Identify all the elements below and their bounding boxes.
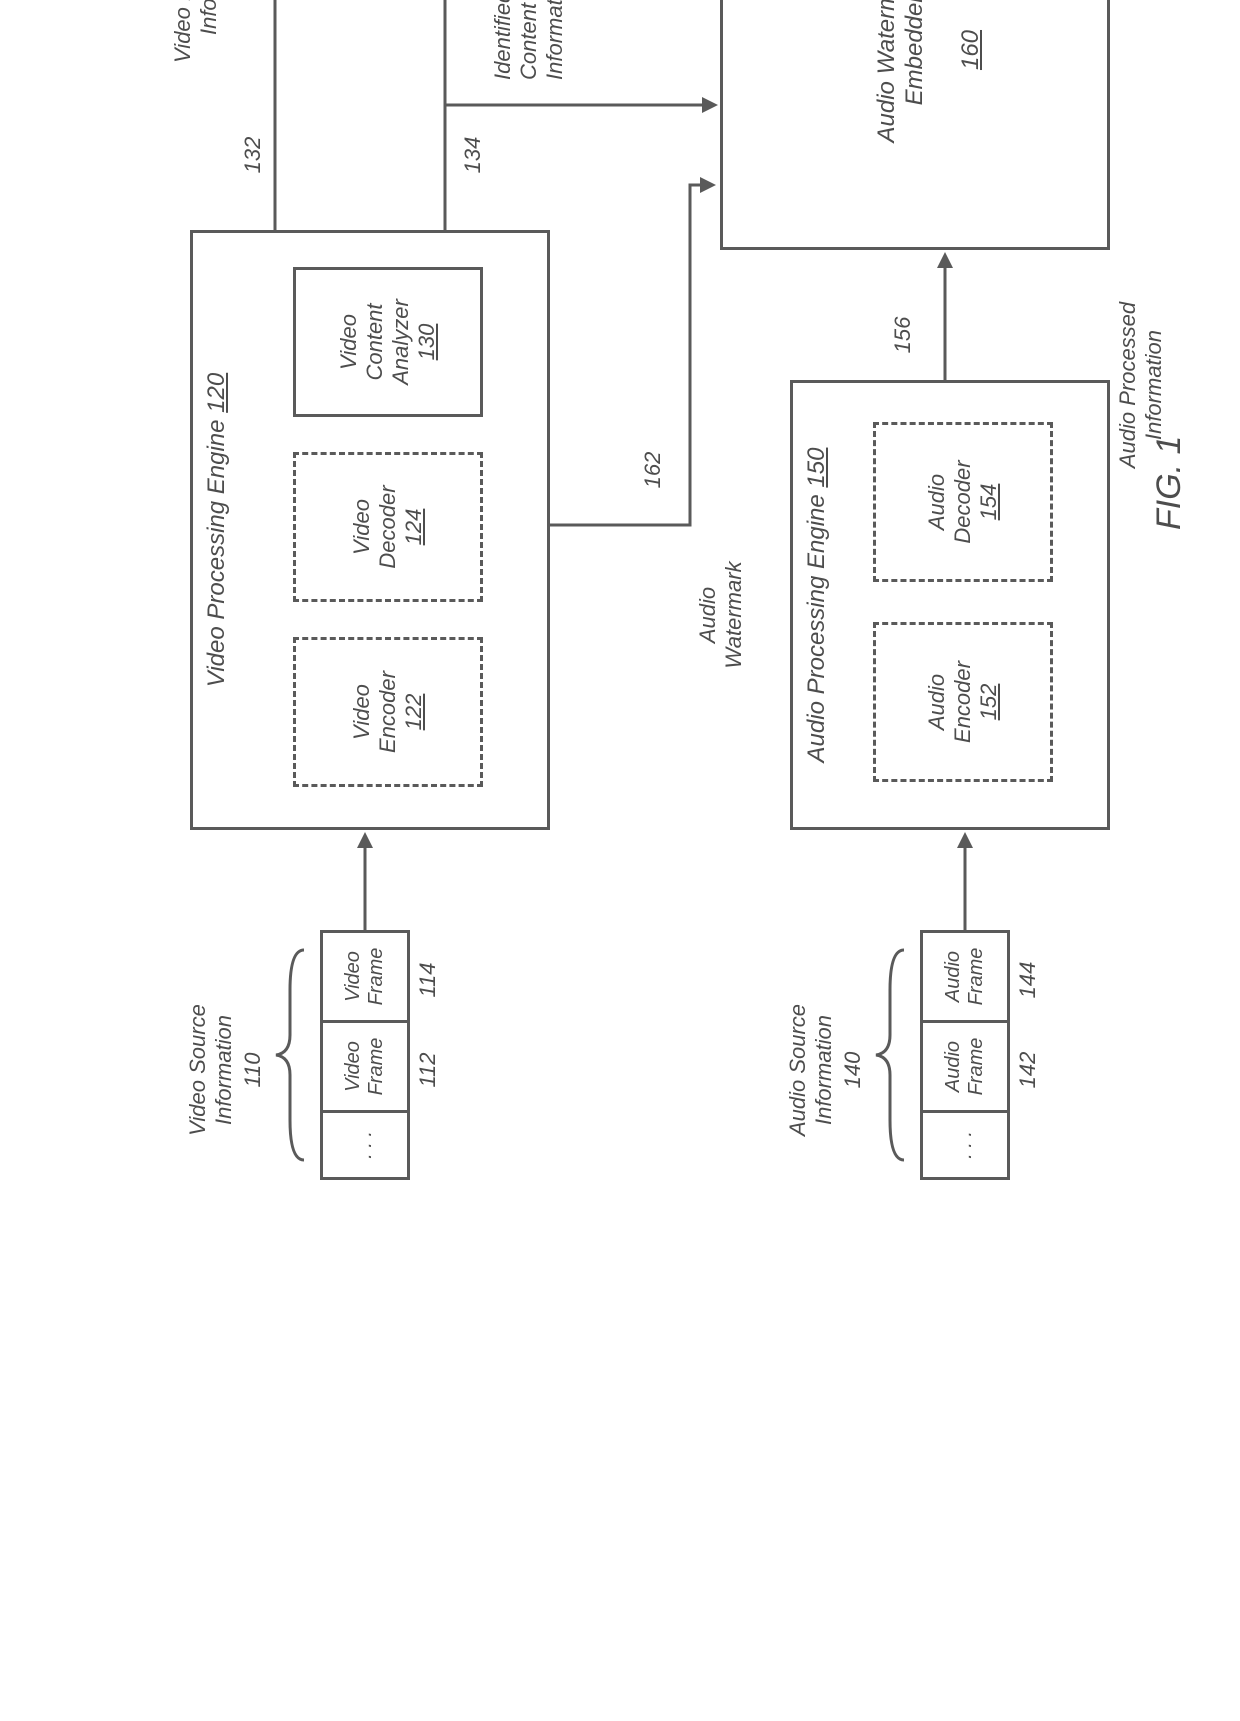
video-frame-ellipsis: . . . xyxy=(320,1110,410,1180)
video-decoder-label: Video Decoder xyxy=(349,485,401,568)
audio-source-brace xyxy=(870,940,910,1170)
video-frame-2-ref: 114 xyxy=(415,955,441,1005)
audio-encoder-label: Audio Encoder xyxy=(924,661,976,743)
audio-frame-ellipsis: . . . xyxy=(920,1110,1010,1180)
audio-engine-ref: 150 xyxy=(803,448,830,488)
video-frame-2: Video Frame xyxy=(320,930,410,1020)
arrow-video-source-to-engine xyxy=(345,830,385,930)
arrow-audio-source-to-engine xyxy=(945,830,985,930)
audio-frame-2: Audio Frame xyxy=(920,930,1010,1020)
audio-frame-row: . . . Audio Frame Audio Frame xyxy=(920,930,1010,1180)
video-encoder-box: Video Encoder 122 xyxy=(293,637,483,787)
audio-engine-title-text: Audio Processing Engine xyxy=(803,494,830,762)
watermark-embedder-title: Audio Watermark Embedder xyxy=(873,0,928,142)
video-analyzer-box: Video Content Analyzer 130 xyxy=(293,267,483,417)
audio-frame-2-ref: 144 xyxy=(1015,955,1041,1005)
video-frame-1-label: Video Frame xyxy=(342,1038,388,1096)
audio-decoder-box: Audio Decoder 154 xyxy=(873,422,1053,582)
video-decoder-box: Video Decoder 124 xyxy=(293,452,483,602)
audio-decoder-label: Audio Decoder xyxy=(924,460,976,543)
figure-label: FIG. 1 xyxy=(1150,436,1189,530)
video-decoder-ref: 124 xyxy=(401,509,427,546)
audio-processed-ref: 156 xyxy=(890,310,916,360)
audio-decoder-ref: 154 xyxy=(976,484,1002,521)
identified-video-ref: 134 xyxy=(460,130,486,180)
video-analyzer-ref: 130 xyxy=(414,324,440,361)
audio-encoder-ref: 152 xyxy=(976,684,1002,721)
video-frame-1: Video Frame xyxy=(320,1020,410,1110)
video-source-ref: 110 xyxy=(240,1045,266,1095)
arrow-video-processed-out xyxy=(260,0,290,230)
audio-watermark-label: Audio Watermark xyxy=(695,545,747,685)
audio-watermark-ref: 162 xyxy=(640,445,666,495)
ellipsis-dots: . . . xyxy=(354,1131,377,1159)
audio-frame-1-label: Audio Frame xyxy=(942,1038,988,1096)
video-engine-ref: 120 xyxy=(203,373,230,413)
audio-source-label: Audio Source Information xyxy=(785,985,837,1155)
video-engine-box: Video Processing Engine 120 Video Encode… xyxy=(190,230,550,830)
video-frame-row: . . . Video Frame Video Frame xyxy=(320,930,410,1180)
video-source-label: Video Source Information xyxy=(185,985,237,1155)
audio-frame-1: Audio Frame xyxy=(920,1020,1010,1110)
watermark-embedder-box: Audio Watermark Embedder 160 xyxy=(720,0,1110,250)
watermark-embedder-ref: 160 xyxy=(957,30,984,70)
video-encoder-label: Video Encoder xyxy=(349,671,401,753)
video-engine-title-text: Video Processing Engine xyxy=(203,419,230,687)
audio-encoder-box: Audio Encoder 152 xyxy=(873,622,1053,782)
identified-video-label: Identified Video Content Information xyxy=(490,0,568,80)
video-encoder-ref: 122 xyxy=(401,694,427,731)
video-frame-2-label: Video Frame xyxy=(342,948,388,1006)
video-engine-title: Video Processing Engine 120 xyxy=(203,233,231,827)
audio-engine-title: Audio Processing Engine 150 xyxy=(803,383,831,827)
video-source-brace xyxy=(270,940,310,1170)
video-analyzer-label: Video Content Analyzer xyxy=(336,299,414,385)
diagram-root: Audio/Video Processing System 100 Video … xyxy=(0,0,1240,1240)
audio-frame-2-label: Audio Frame xyxy=(942,948,988,1006)
audio-frame-1-ref: 142 xyxy=(1015,1045,1041,1095)
video-frame-1-ref: 112 xyxy=(415,1045,441,1095)
audio-source-ref: 140 xyxy=(840,1045,866,1095)
audio-ellipsis-dots: . . . xyxy=(954,1131,977,1159)
arrow-identified-video-to-embedder xyxy=(445,90,720,120)
audio-engine-box: Audio Processing Engine 150 Audio Encode… xyxy=(790,380,1110,830)
arrow-audio-processed-to-embedder xyxy=(930,250,960,380)
video-processed-label: Video Processed Information xyxy=(170,0,222,80)
